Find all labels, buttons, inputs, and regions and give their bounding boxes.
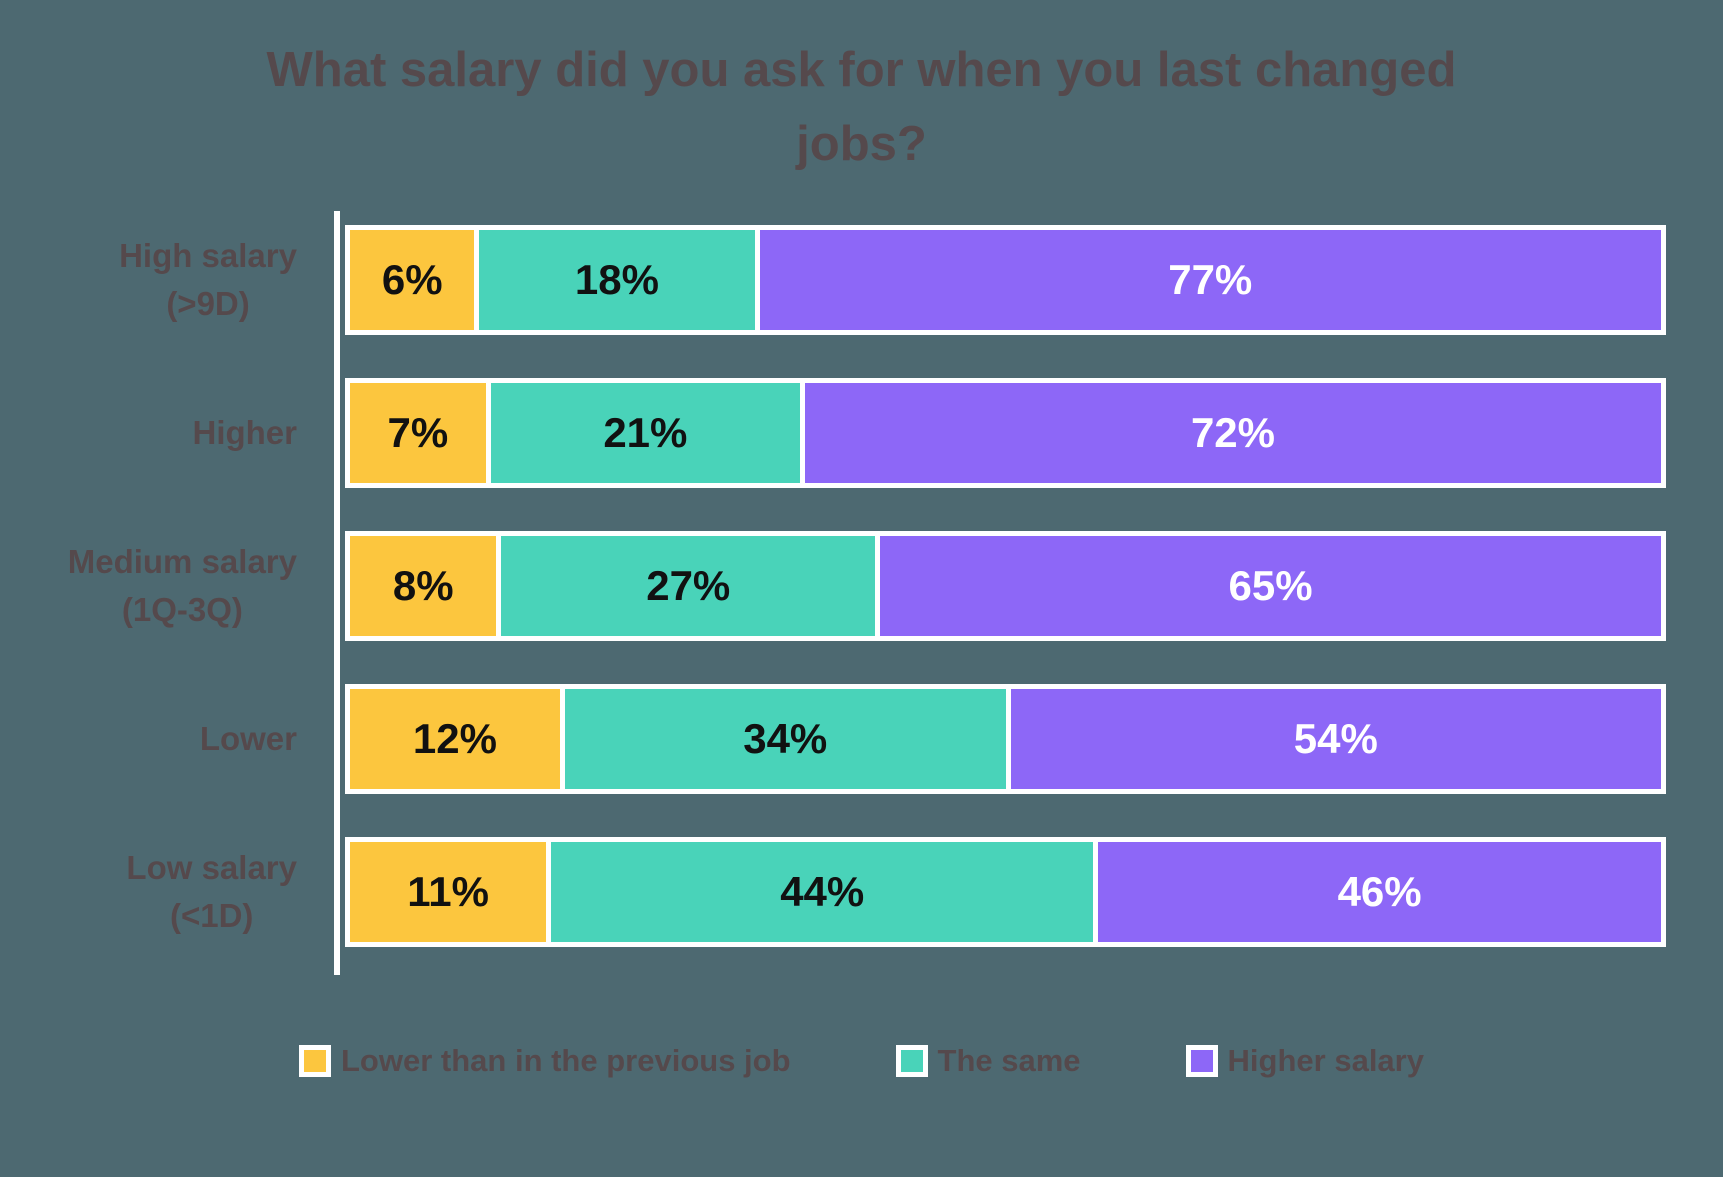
- chart-title: What salary did you ask for when you las…: [266, 43, 1457, 171]
- bar-segment: 77%: [759, 230, 1661, 330]
- legend-item: Higher salary: [1185, 1043, 1424, 1079]
- bar-row: Lower 12% 34% 54%: [0, 684, 1666, 794]
- bar-row: High salary (>9D) 6% 18% 77%: [0, 225, 1666, 335]
- bar-row: Medium salary (1Q-3Q) 8% 27% 65%: [0, 531, 1666, 641]
- category-label-cell: High salary (>9D): [0, 225, 297, 335]
- stacked-bar: 12% 34% 54%: [345, 684, 1666, 794]
- chart-legend: Lower than in the previous job The same Hi…: [0, 1043, 1723, 1079]
- legend-swatch-icon: [895, 1045, 928, 1077]
- category-label: Lower: [199, 720, 297, 758]
- legend-label: Higher salary: [1227, 1043, 1424, 1078]
- y-axis-line: [334, 211, 340, 975]
- bar-segment: 65%: [880, 536, 1661, 636]
- stacked-bar-chart: High salary (>9D) 6% 18% 77% Higher 7% 21% 72% M…: [0, 211, 1723, 975]
- category-label-cell: Lower: [0, 684, 297, 794]
- legend-label: Lower than in the previous job: [341, 1043, 791, 1078]
- legend-swatch-icon: [299, 1045, 331, 1077]
- bar-segment: 7%: [350, 383, 486, 483]
- bar-segment: 18%: [479, 230, 755, 330]
- stacked-bar: 7% 21% 72%: [345, 378, 1666, 488]
- stacked-bar: 8% 27% 65%: [345, 531, 1666, 641]
- stacked-bar: 6% 18% 77%: [345, 225, 1666, 335]
- bar-segment: 21%: [490, 383, 800, 483]
- legend-label: The same: [937, 1043, 1081, 1078]
- bar-segment: 12%: [350, 689, 560, 789]
- category-label: High salary (>9D): [119, 237, 297, 322]
- bar-rows-container: High salary (>9D) 6% 18% 77% Higher 7% 21% 72% M…: [0, 225, 1666, 947]
- bar-segment: 34%: [564, 689, 1006, 789]
- category-label-cell: Low salary (<1D): [0, 837, 297, 947]
- bar-segment: 72%: [804, 383, 1661, 483]
- bar-row: Low salary (<1D) 11% 44% 46%: [0, 837, 1666, 947]
- bar-segment: 44%: [551, 842, 1094, 942]
- category-label: Low salary (<1D): [126, 849, 297, 934]
- category-label: Medium salary (1Q-3Q): [67, 543, 297, 628]
- category-label-cell: Higher: [0, 378, 297, 488]
- legend-item: The same: [895, 1043, 1081, 1079]
- bar-row: Higher 7% 21% 72%: [0, 378, 1666, 488]
- category-label-cell: Medium salary (1Q-3Q): [0, 531, 297, 641]
- bar-segment: 8%: [350, 536, 497, 636]
- legend-swatch-icon: [1185, 1045, 1218, 1077]
- stacked-bar: 11% 44% 46%: [345, 837, 1666, 947]
- bar-segment: 27%: [501, 536, 876, 636]
- chart-page: What salary did you ask for when you las…: [0, 34, 1723, 1177]
- bar-segment: 46%: [1098, 842, 1662, 942]
- category-label: Higher: [192, 414, 297, 452]
- bar-segment: 6%: [350, 230, 475, 330]
- bar-segment: 11%: [350, 842, 547, 942]
- legend-item: Lower than in the previous job: [299, 1043, 791, 1079]
- bar-segment: 54%: [1010, 689, 1661, 789]
